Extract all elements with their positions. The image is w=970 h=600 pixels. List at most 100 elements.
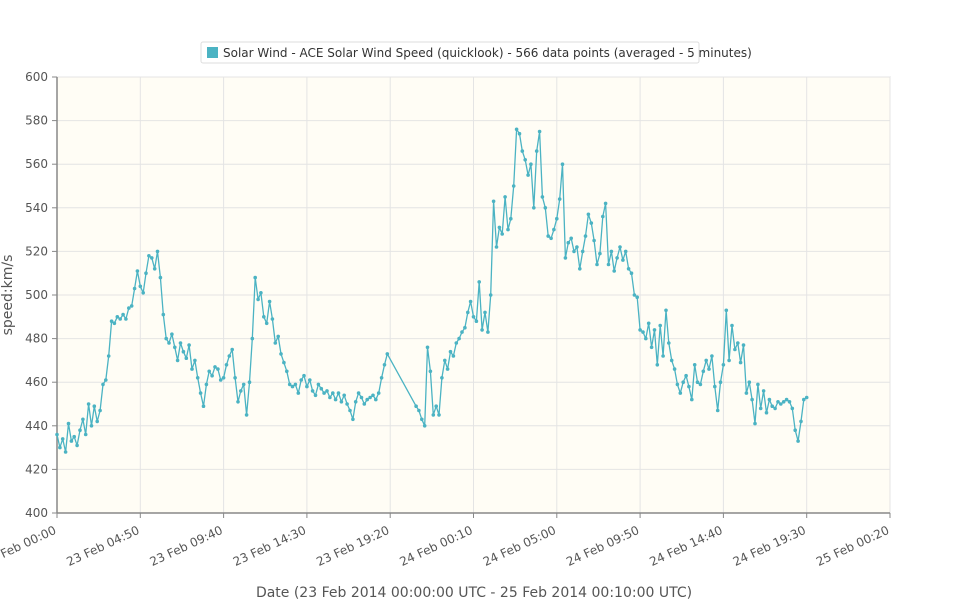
data-point (483, 310, 487, 315)
data-point (583, 234, 588, 238)
data-point (109, 319, 114, 324)
data-point (434, 404, 439, 409)
data-point (796, 439, 800, 443)
data-point (638, 328, 642, 332)
data-point (457, 336, 461, 341)
data-point (566, 240, 571, 245)
data-point (273, 341, 278, 345)
data-point (658, 323, 662, 328)
data-point (601, 214, 605, 219)
y-tick-label: 520 (25, 244, 48, 258)
data-point (310, 389, 315, 393)
data-point (793, 428, 797, 433)
data-point (580, 249, 585, 254)
data-point (736, 341, 740, 345)
x-tick-label: 24 Feb 00:10 (397, 523, 474, 569)
data-point (362, 402, 367, 406)
data-point (135, 269, 140, 273)
data-point (491, 199, 496, 204)
data-point (316, 382, 321, 387)
data-point (497, 225, 502, 230)
data-point (425, 345, 430, 350)
data-point (560, 162, 565, 166)
data-point (385, 352, 390, 356)
data-point (161, 312, 166, 317)
data-point (669, 358, 674, 363)
data-point (520, 149, 525, 153)
y-tick-label: 400 (25, 506, 48, 520)
data-point (661, 354, 665, 358)
data-point (635, 295, 639, 300)
data-point (293, 382, 298, 387)
data-point (187, 343, 191, 347)
data-point (448, 349, 453, 354)
data-point (86, 402, 91, 406)
x-tick-label: 24 Feb 19:30 (731, 523, 808, 569)
data-point (118, 317, 122, 321)
data-point (698, 382, 703, 387)
data-point (721, 363, 726, 367)
data-point (195, 376, 200, 380)
data-point (92, 404, 97, 409)
data-point (422, 424, 427, 428)
data-point (724, 308, 729, 313)
data-point (339, 400, 344, 404)
series-layer (55, 127, 809, 454)
x-tick-label: 25 Feb 00:20 (814, 523, 891, 569)
data-point (701, 369, 706, 374)
data-point (595, 262, 599, 267)
data-point (681, 380, 685, 385)
data-point (276, 334, 281, 339)
data-point (262, 315, 266, 319)
data-point (270, 317, 275, 321)
x-tick-label: 23 Feb 09:40 (148, 523, 225, 569)
data-point (523, 158, 527, 162)
data-point (730, 323, 734, 328)
data-point (514, 127, 519, 132)
data-point (526, 173, 530, 177)
data-point (710, 354, 714, 358)
data-point (348, 408, 352, 413)
data-point (500, 232, 505, 236)
data-point (692, 363, 697, 367)
data-point (342, 393, 347, 398)
data-point (578, 267, 582, 271)
data-point (747, 380, 752, 385)
data-point (511, 184, 516, 188)
data-point (750, 397, 754, 402)
data-point (690, 397, 694, 402)
x-axis-title: Date (23 Feb 2014 00:00:00 UTC - 25 Feb … (256, 585, 692, 600)
data-point (623, 249, 628, 254)
data-point (75, 443, 79, 448)
y-tick-label: 560 (25, 157, 48, 171)
data-point (198, 391, 203, 395)
data-point (569, 236, 573, 241)
data-point (58, 445, 62, 450)
data-point (124, 317, 128, 321)
data-point (641, 330, 645, 334)
data-point (532, 206, 536, 210)
data-point (753, 421, 757, 426)
data-point (781, 400, 786, 404)
data-point (331, 391, 335, 395)
data-point (534, 149, 539, 153)
data-point (509, 216, 513, 221)
legend[interactable]: Solar Wind - ACE Solar Wind Speed (quick… (200, 41, 752, 64)
data-point (167, 341, 171, 345)
data-point (101, 382, 105, 387)
data-point (488, 293, 493, 297)
data-point (592, 238, 596, 243)
data-point (236, 400, 240, 404)
data-point (81, 417, 85, 422)
data-point (733, 347, 737, 352)
data-point (230, 347, 234, 352)
x-tick-label: 23 Feb 19:20 (314, 523, 391, 569)
y-tick-label: 440 (25, 419, 48, 433)
data-point (787, 400, 792, 404)
data-point (328, 395, 332, 400)
data-point (264, 321, 269, 326)
data-point (164, 336, 168, 341)
data-point (621, 258, 625, 262)
